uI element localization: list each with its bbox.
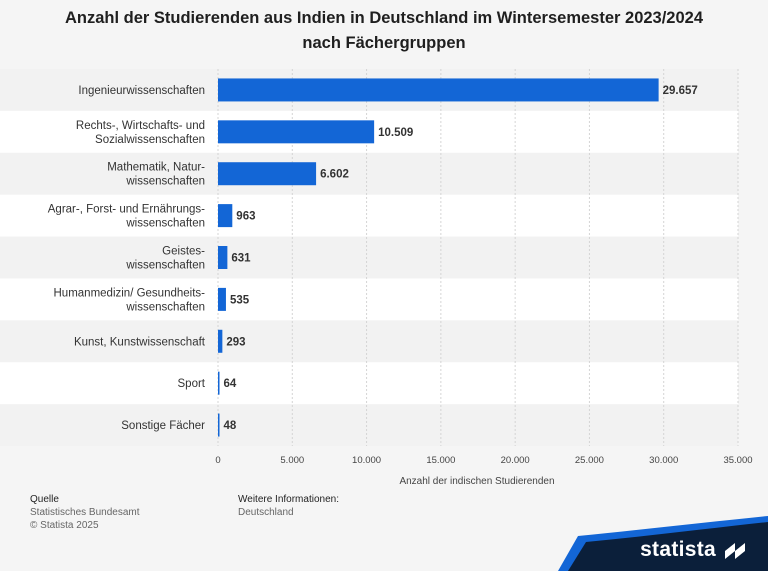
category-label: Agrar-, Forst- und Ernährungs-wissenscha… [48,204,205,230]
x-axis-title: Anzahl der indischen Studierenden [399,476,554,487]
chart-title-line-2: nach Fächergruppen [302,34,466,52]
x-axis-ticks: 0 5.000 10.000 15.000 20.000 25.000 30.000 35.0… [215,455,752,466]
value-label: 963 [236,211,255,223]
source-line: Statistisches Bundesamt [30,507,140,518]
x-tick-label: 20.000 [501,455,530,466]
bars [218,78,659,437]
category-label: Sonstige Fächer [121,420,205,432]
bar [218,120,375,144]
category-label-line: Mathematik, Natur- [107,162,205,174]
chart-title-line-1: Anzahl der Studierenden aus Indien in De… [64,9,704,27]
info-block: Weitere Informationen: Deutschland [238,493,339,519]
category-label-line: Ingenieurwissenschaften [78,85,205,97]
category-label-line: Sport [178,378,206,390]
category-label-line: wissenschaften [125,218,205,230]
category-label-line: Humanmedizin/ Gesundheits- [54,287,206,299]
bar-chart: 29.657 10.509 6.602 963 631 535 293 64 48 Ingeni… [0,69,753,487]
bar [218,287,226,311]
value-label: 48 [224,420,237,432]
source-heading: Quelle [30,494,59,505]
row-band [0,236,738,279]
value-label: 631 [231,253,251,265]
value-label: 10.509 [378,127,413,139]
value-label: 6.602 [320,169,349,181]
bar [218,78,659,102]
value-label: 535 [230,294,250,306]
category-label-line: Rechts-, Wirtschafts- und [76,120,205,132]
bar [218,371,220,395]
bar [218,162,317,186]
statista-logo-icon [725,543,745,559]
category-label: Humanmedizin/ Gesundheits-wissenschaften [54,287,206,313]
category-label-line: Kunst, Kunstwissenschaft [74,336,206,348]
bar [218,246,228,269]
info-heading: Weitere Informationen: [238,494,339,505]
category-label-line: wissenschaften [125,260,205,272]
x-tick-label: 5.000 [280,455,304,466]
category-label: Geistes-wissenschaften [125,246,205,272]
x-tick-label: 15.000 [426,455,455,466]
category-label-line: wissenschaften [125,176,205,188]
category-label-line: wissenschaften [125,301,205,313]
category-label-line: Geistes- [162,246,205,258]
category-label: Kunst, Kunstwissenschaft [74,336,206,348]
x-tick-label: 35.000 [723,455,752,466]
value-label: 29.657 [663,85,698,97]
row-band [0,152,738,195]
chart-title: Anzahl der Studierenden aus Indien in De… [40,6,728,56]
brand-background [558,516,768,571]
info-line: Deutschland [238,507,294,518]
x-tick-label: 25.000 [575,455,604,466]
row-band [0,320,738,363]
statista-brand[interactable]: statista [518,516,768,571]
value-labels: 29.657 10.509 6.602 963 631 535 293 64 48 [224,85,698,432]
brand-name: statista [640,538,716,561]
source-block: Quelle Statistisches Bundesamt © Statist… [30,493,140,532]
category-label: Rechts-, Wirtschafts- und Sozialwissensch… [76,120,205,146]
x-tick-label: 10.000 [352,455,381,466]
x-tick-label: 0 [215,455,220,466]
category-label: Mathematik, Natur-wissenschaften [107,162,205,188]
x-tick-label: 30.000 [649,455,678,466]
value-label: 293 [226,336,245,348]
bar [218,204,233,228]
row-band [0,404,738,446]
bar [218,413,220,437]
category-label-line: Agrar-, Forst- und Ernährungs- [48,204,205,216]
bar [218,329,223,353]
category-labels: Ingenieurwissenschaften Rechts-, Wirtscha… [48,85,206,432]
category-label-line: Sozialwissenschaften [95,134,205,146]
category-label-line: Sonstige Fächer [121,420,205,432]
copyright-line: © Statista 2025 [30,520,99,531]
category-label: Sport [178,378,206,390]
value-label: 64 [224,378,237,390]
category-label: Ingenieurwissenschaften [78,85,205,97]
